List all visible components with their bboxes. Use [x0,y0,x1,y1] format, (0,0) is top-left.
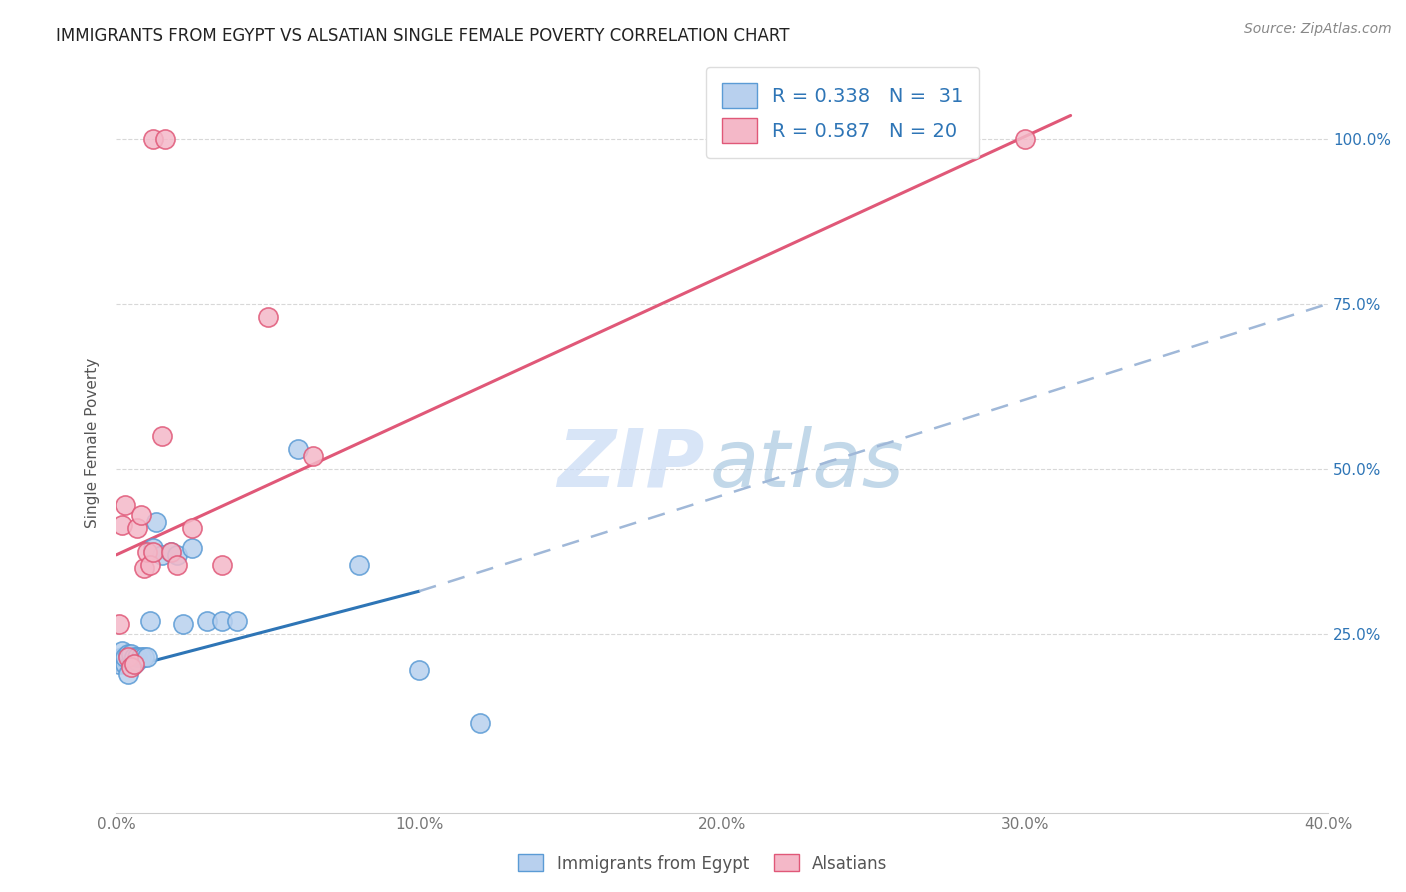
Point [114,650,136,665]
Point [108,657,131,671]
Text: ZIP: ZIP [557,425,704,504]
Point [117,650,139,665]
Point [166,548,188,562]
Point [153,131,176,145]
Point [124,650,146,665]
Point [211,614,233,628]
Point [132,561,155,575]
Point [135,650,157,665]
Point [117,647,139,661]
Point [347,558,370,572]
Point [159,544,181,558]
Point [138,614,160,628]
Point [127,654,149,668]
Point [226,614,249,628]
Point [127,521,149,535]
Point [142,131,165,145]
Point [172,617,194,632]
Point [111,518,134,533]
Legend: R = 0.338   N =  31, R = 0.587   N = 20: R = 0.338 N = 31, R = 0.587 N = 20 [706,68,979,158]
Point [132,650,155,665]
Text: Source: ZipAtlas.com: Source: ZipAtlas.com [1244,22,1392,37]
Point [302,449,325,463]
Point [114,498,136,512]
Point [114,657,136,671]
Legend: Immigrants from Egypt, Alsatians: Immigrants from Egypt, Alsatians [512,847,894,880]
Point [142,544,165,558]
Point [111,650,134,665]
Point [287,442,309,457]
Point [120,654,142,668]
Point [150,548,173,562]
Point [120,647,142,661]
Point [111,643,134,657]
Point [468,716,491,731]
Point [159,544,181,558]
Point [181,521,204,535]
Point [145,515,167,529]
Point [138,558,160,572]
Point [129,508,152,523]
Point [150,429,173,443]
Point [124,657,146,671]
Point [211,558,233,572]
Point [129,650,152,665]
Point [256,310,278,324]
Point [195,614,218,628]
Y-axis label: Single Female Poverty: Single Female Poverty [86,358,100,528]
Point [117,666,139,681]
Point [166,558,188,572]
Point [181,541,204,556]
Point [135,544,157,558]
Point [142,541,165,556]
Point [408,664,430,678]
Text: IMMIGRANTS FROM EGYPT VS ALSATIAN SINGLE FEMALE POVERTY CORRELATION CHART: IMMIGRANTS FROM EGYPT VS ALSATIAN SINGLE… [56,27,790,45]
Text: atlas: atlas [710,425,905,504]
Point [108,617,131,632]
Point [1014,131,1036,145]
Point [124,657,146,671]
Point [120,660,142,674]
Point [127,650,149,665]
